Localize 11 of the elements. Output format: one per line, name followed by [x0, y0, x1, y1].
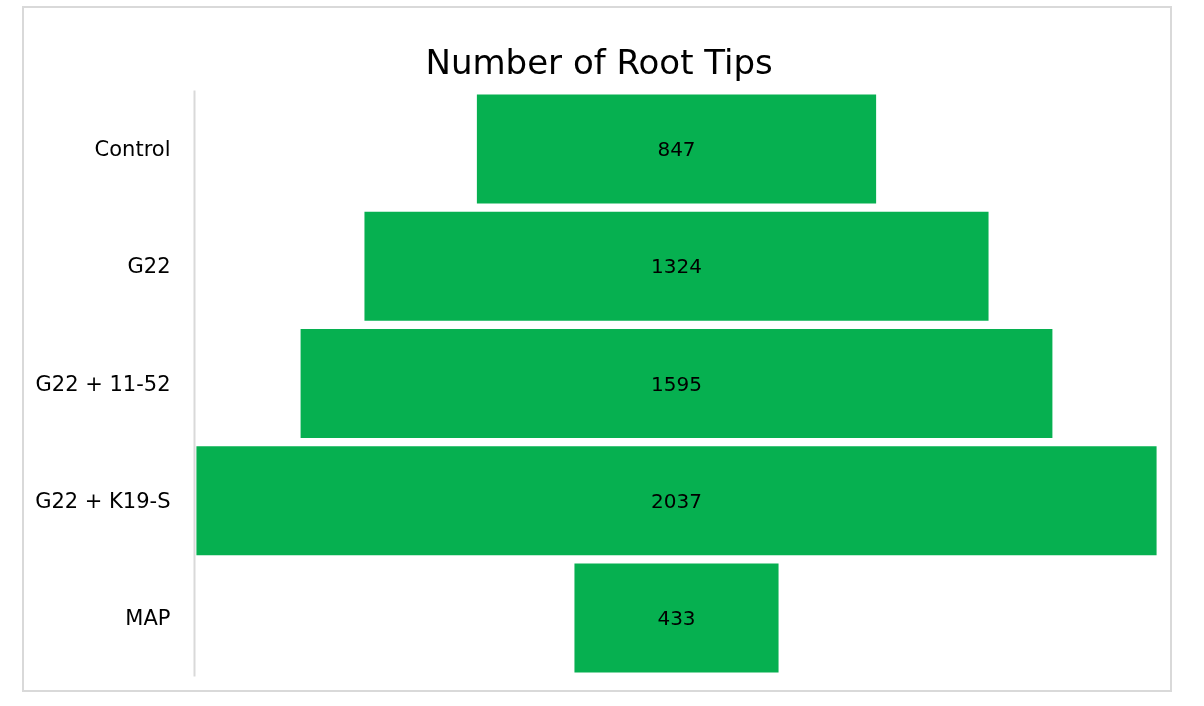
data-label: 433	[657, 605, 696, 630]
category-label: Control	[94, 137, 171, 162]
text: Number of Root Tips	[425, 41, 773, 82]
data-label: 847	[657, 137, 696, 162]
category-label: MAP	[125, 605, 171, 630]
data-label: 1595	[651, 371, 702, 396]
category-label: G22 + 11-52	[35, 371, 171, 396]
category-label: G22 + K19-S	[35, 488, 171, 513]
data-label: 1324	[651, 254, 702, 279]
data-label: 2037	[651, 488, 702, 513]
category-label: G22	[127, 254, 171, 279]
